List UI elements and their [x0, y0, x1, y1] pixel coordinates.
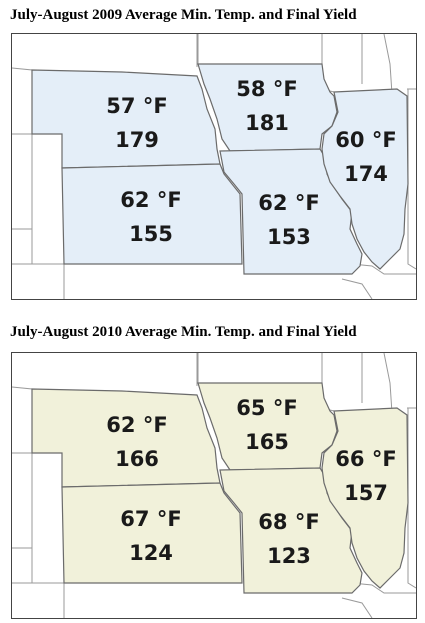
label-missouri-2010: 68 °F 123	[244, 505, 334, 573]
yield-illinois-2010: 157	[344, 481, 388, 505]
label-nebraska: 57 °F 179	[92, 89, 182, 157]
label-nebraska-2010: 62 °F 166	[92, 408, 182, 476]
map-2010-svg	[12, 353, 416, 618]
temp-nebraska: 57 °F	[106, 94, 168, 118]
label-iowa-2010: 65 °F 165	[222, 391, 312, 459]
yield-missouri: 153	[267, 225, 311, 249]
yield-missouri-2010: 123	[267, 544, 311, 568]
label-iowa: 58 °F 181	[222, 72, 312, 140]
temp-iowa-2010: 65 °F	[236, 396, 298, 420]
label-kansas-2010: 67 °F 124	[106, 502, 196, 570]
temp-illinois: 60 °F	[335, 128, 397, 152]
yield-nebraska: 179	[115, 128, 159, 152]
map-2009: 57 °F 179 62 °F 155 58 °F 181 62 °F 153 …	[11, 33, 417, 300]
temp-kansas-2010: 67 °F	[120, 507, 182, 531]
map-2009-svg	[12, 34, 416, 299]
temp-nebraska-2010: 62 °F	[106, 413, 168, 437]
temp-iowa: 58 °F	[236, 77, 298, 101]
state-illinois	[321, 88, 409, 270]
label-illinois: 60 °F 174	[321, 123, 411, 191]
yield-kansas: 155	[129, 222, 173, 246]
temp-kansas: 62 °F	[120, 188, 182, 212]
state-iowa-2010	[197, 382, 338, 471]
panel-title-2009: July-August 2009 Average Min. Temp. and …	[10, 7, 357, 23]
state-illinois-2010	[321, 407, 409, 589]
label-illinois-2010: 66 °F 157	[321, 442, 411, 510]
yield-kansas-2010: 124	[129, 541, 173, 565]
state-iowa	[197, 63, 338, 152]
panel-title-2010: July-August 2010 Average Min. Temp. and …	[10, 324, 357, 340]
yield-iowa: 181	[245, 111, 289, 135]
temp-missouri-2010: 68 °F	[258, 510, 320, 534]
temp-missouri: 62 °F	[258, 191, 320, 215]
neighbor-border-west	[12, 67, 33, 135]
state-kansas-2010	[61, 482, 243, 584]
label-kansas: 62 °F 155	[106, 183, 196, 251]
state-nebraska	[31, 69, 221, 169]
map-2010: 62 °F 166 67 °F 124 65 °F 165 68 °F 123 …	[11, 352, 417, 619]
state-kansas	[61, 163, 243, 265]
state-nebraska-2010	[31, 388, 221, 488]
yield-nebraska-2010: 166	[115, 447, 159, 471]
label-missouri: 62 °F 153	[244, 186, 334, 254]
tennessee-border	[341, 278, 373, 299]
temp-illinois-2010: 66 °F	[335, 447, 397, 471]
yield-illinois: 174	[344, 162, 388, 186]
yield-iowa-2010: 165	[245, 430, 289, 454]
neighbor-border-southwest	[31, 229, 65, 299]
kentucky-border	[351, 263, 416, 275]
